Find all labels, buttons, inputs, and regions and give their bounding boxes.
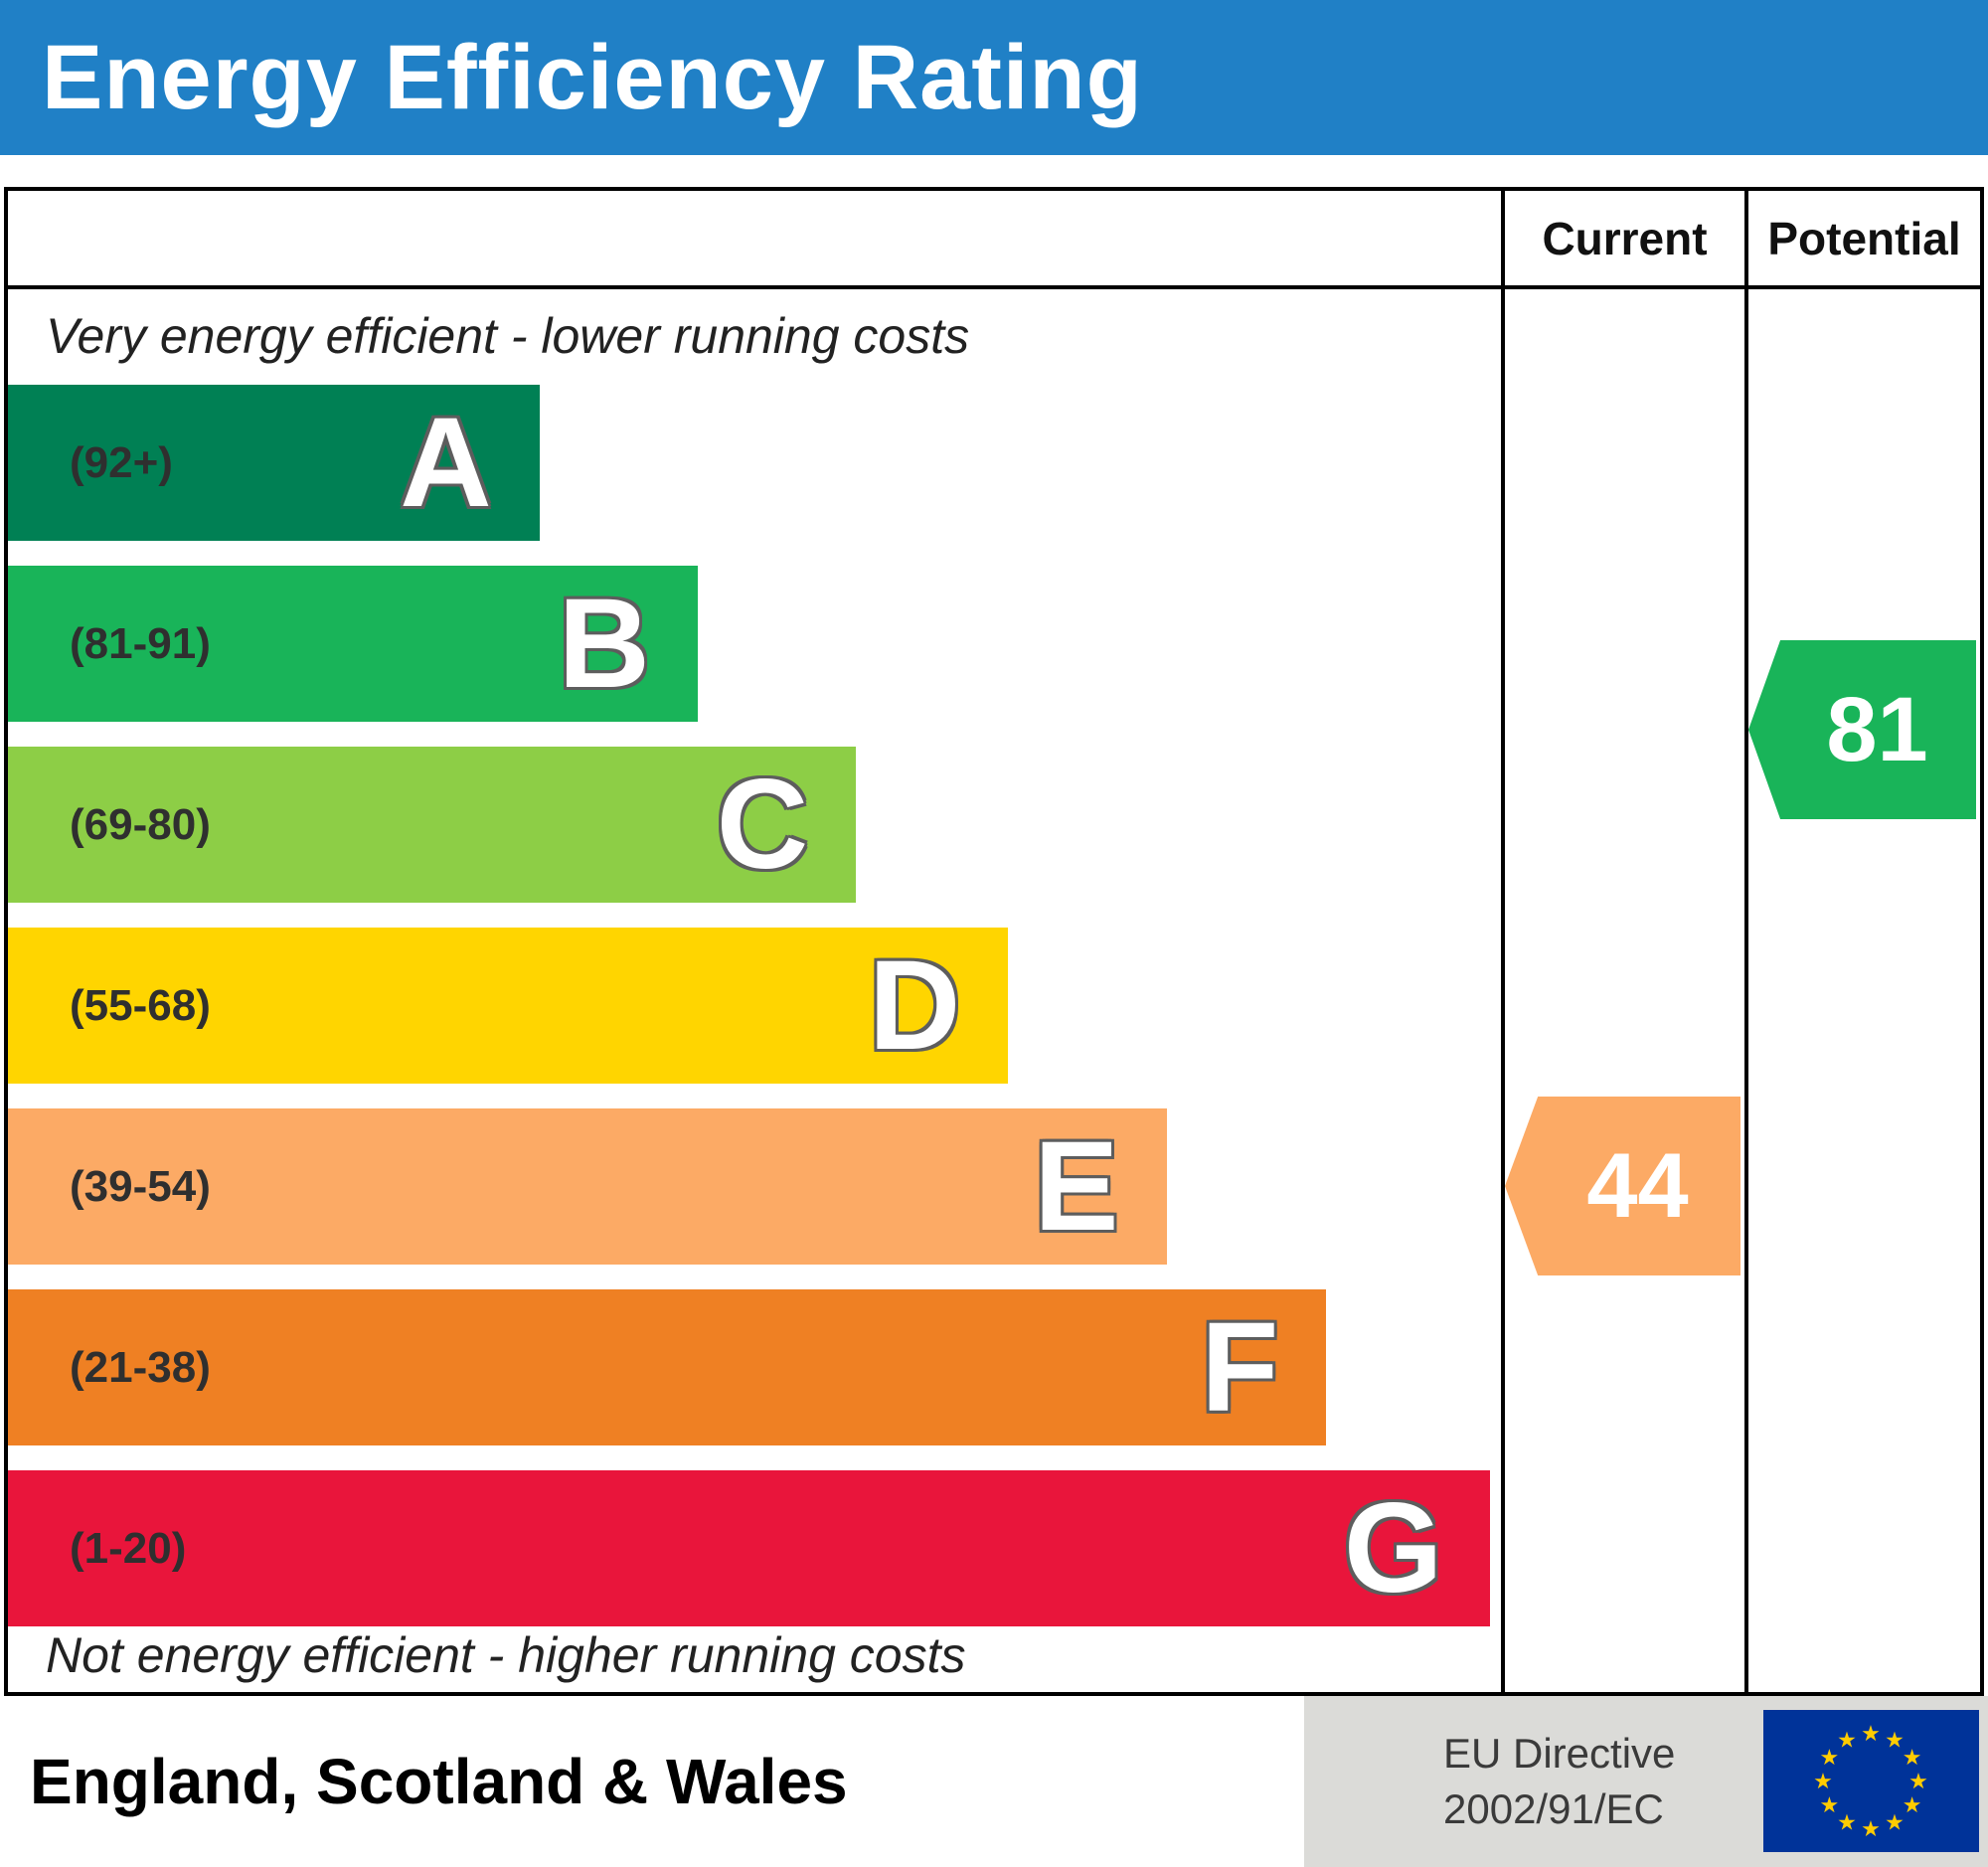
chart-inner: Current Potential Very energy efficient … xyxy=(8,191,1980,1692)
current-column-divider xyxy=(1501,191,1505,1692)
svg-text:★: ★ xyxy=(1903,1793,1922,1818)
band-bar: (21-38) F xyxy=(8,1289,1327,1445)
band-letter: C xyxy=(716,754,809,896)
band-letter: A xyxy=(400,392,492,534)
band-range-label: (81-91) xyxy=(70,618,211,668)
band-row: (55-68) D xyxy=(8,928,1501,1084)
band-row: (39-54) E xyxy=(8,1108,1501,1265)
energy-rating-chart: Current Potential Very energy efficient … xyxy=(4,187,1984,1696)
svg-text:★: ★ xyxy=(1837,1811,1857,1836)
band-bar: (92+) A xyxy=(8,385,540,541)
eu-directive-line1: EU Directive xyxy=(1443,1730,1676,1777)
eu-directive-line2: 2002/91/EC xyxy=(1443,1785,1664,1832)
potential-rating-value: 81 xyxy=(1826,678,1928,780)
band-letter: B xyxy=(558,573,650,715)
current-column-header: Current xyxy=(1542,212,1708,264)
band-row: (81-91) B xyxy=(8,566,1501,722)
band-range-label: (39-54) xyxy=(70,1161,211,1211)
current-rating-arrow: 44 xyxy=(1505,1097,1740,1275)
page-title: Energy Efficiency Rating xyxy=(42,26,1143,128)
band-letter: E xyxy=(1034,1115,1119,1258)
eu-directive-text: EU Directive 2002/91/EC xyxy=(1443,1696,1675,1867)
svg-text:★: ★ xyxy=(1861,1817,1881,1842)
band-row: (1-20) G xyxy=(8,1470,1501,1626)
svg-text:★: ★ xyxy=(1861,1722,1881,1747)
top-caption: Very energy efficient - lower running co… xyxy=(46,308,970,364)
svg-text:★: ★ xyxy=(1885,1811,1905,1836)
band-range-label: (69-80) xyxy=(70,799,211,849)
potential-column-divider xyxy=(1744,191,1748,1692)
region-label: England, Scotland & Wales xyxy=(30,1746,848,1817)
eu-flag-stars: ★ ★ ★ ★ ★ ★ ★ ★ ★ ★ ★ ★ xyxy=(1813,1722,1928,1842)
band-range-label: (92+) xyxy=(70,437,173,487)
potential-rating-arrow: 81 xyxy=(1748,640,1976,819)
eu-flag-icon: ★ ★ ★ ★ ★ ★ ★ ★ ★ ★ ★ ★ xyxy=(1763,1710,1979,1852)
band-bar: (1-20) G xyxy=(8,1470,1491,1626)
band-bar: (55-68) D xyxy=(8,928,1009,1084)
band-letter: D xyxy=(868,934,961,1077)
band-range-label: (1-20) xyxy=(70,1523,187,1573)
svg-text:★: ★ xyxy=(1820,1793,1840,1818)
band-range-label: (21-38) xyxy=(70,1342,211,1392)
band-row: (92+) A xyxy=(8,385,1501,541)
current-rating-value: 44 xyxy=(1586,1134,1689,1237)
chart-header-row: Current Potential xyxy=(8,191,1980,289)
band-bar: (81-91) B xyxy=(8,566,698,722)
svg-text:★: ★ xyxy=(1908,1770,1928,1794)
svg-text:★: ★ xyxy=(1837,1728,1857,1753)
band-letter: F xyxy=(1201,1296,1279,1439)
bands-list: (92+) A (81-91) B (69-80) C (55-68) D (3… xyxy=(8,385,1501,1651)
footer: England, Scotland & Wales EU Directive 2… xyxy=(0,1696,1988,1867)
band-row: (21-38) F xyxy=(8,1289,1501,1445)
band-range-label: (55-68) xyxy=(70,980,211,1030)
band-letter: G xyxy=(1343,1477,1443,1619)
svg-text:★: ★ xyxy=(1903,1746,1922,1771)
potential-column-header: Potential xyxy=(1767,212,1961,264)
svg-text:★: ★ xyxy=(1813,1770,1833,1794)
bottom-caption: Not energy efficient - higher running co… xyxy=(46,1627,966,1683)
svg-text:★: ★ xyxy=(1885,1728,1905,1753)
svg-text:★: ★ xyxy=(1820,1746,1840,1771)
band-row: (69-80) C xyxy=(8,747,1501,903)
band-bar: (39-54) E xyxy=(8,1108,1167,1265)
title-bar: Energy Efficiency Rating xyxy=(0,0,1988,155)
band-bar: (69-80) C xyxy=(8,747,857,903)
